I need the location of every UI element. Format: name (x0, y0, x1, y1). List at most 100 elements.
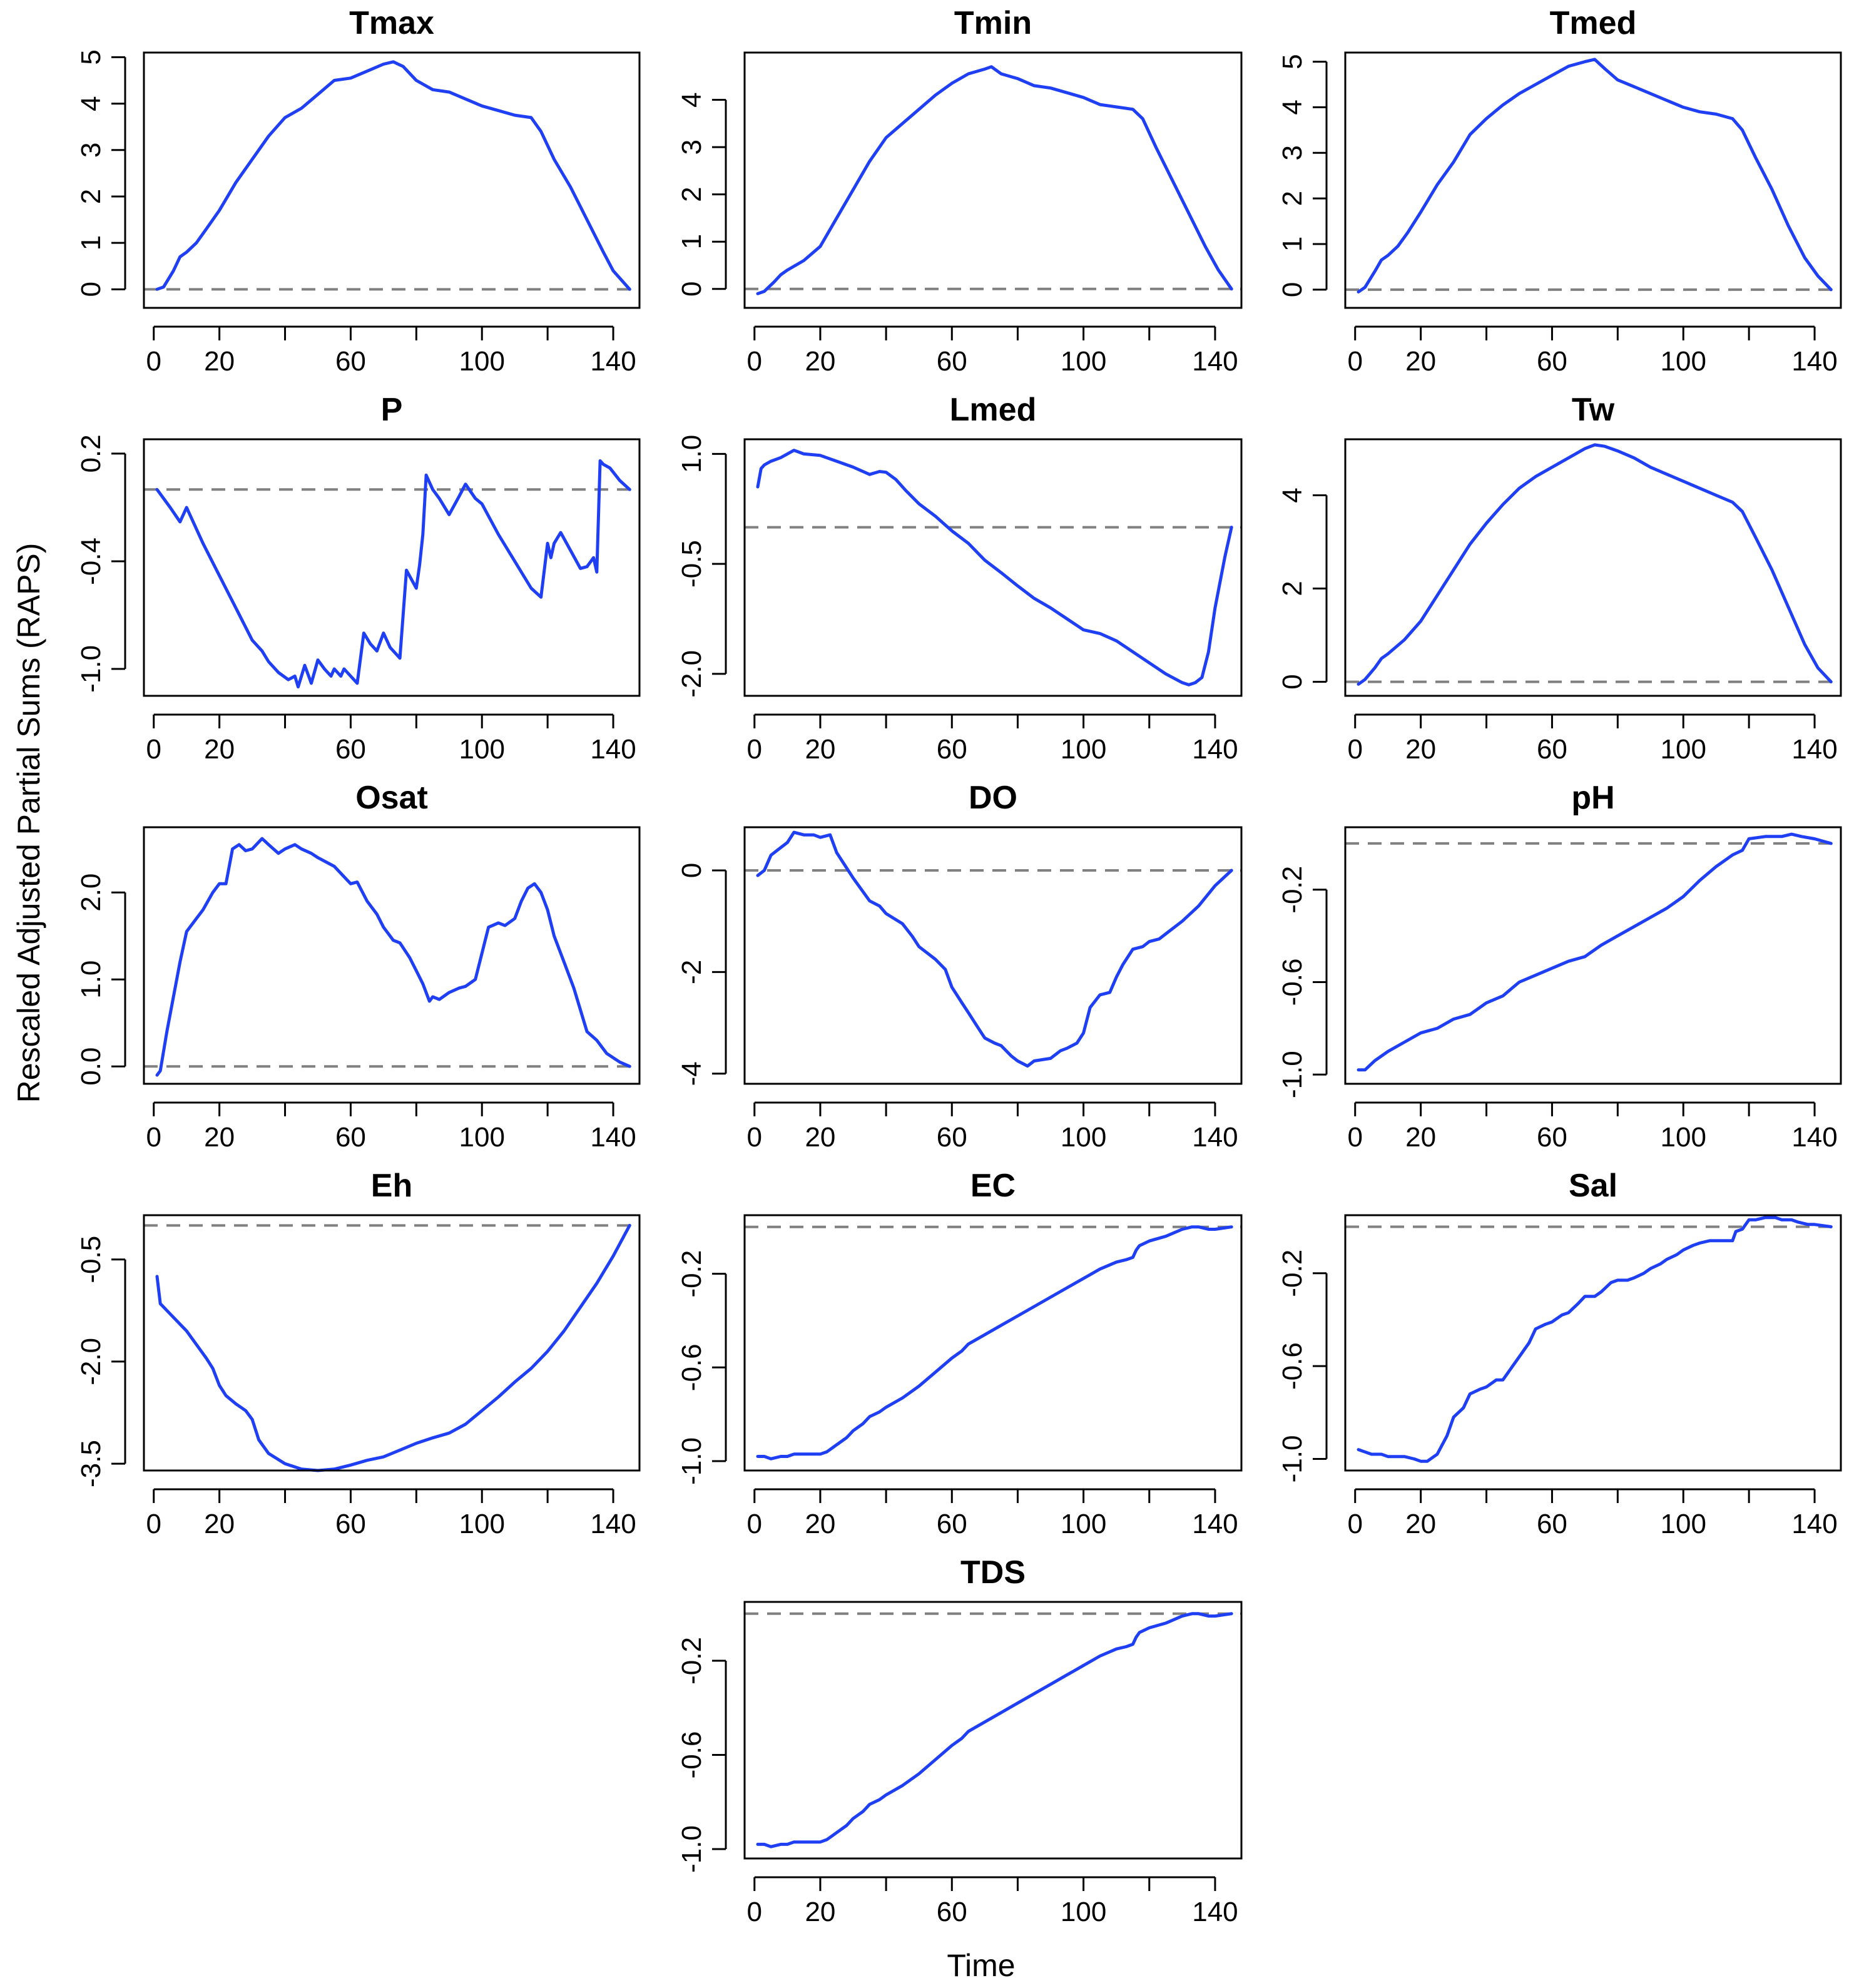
panel-ph-x-tick-label: 60 (1537, 1122, 1567, 1153)
panel-tw-frame (1344, 438, 1842, 697)
panel-ph-title: pH (1571, 780, 1614, 816)
panel-osat: Osat 0 20 60 100 140 0.0 1.0 2.0 (76, 780, 641, 1153)
panel-tw-x-tick-label: 140 (1791, 734, 1837, 765)
panel-tmed-x-tick-label: 60 (1537, 346, 1567, 377)
panel-tw-y-tick-label: 4 (1277, 487, 1308, 502)
panel-sal-x-tick-label: 140 (1791, 1509, 1837, 1539)
panel-lmed-series-line (756, 449, 1233, 686)
panel-p-x-tick-label: 60 (335, 734, 366, 765)
panel-eh-frame (143, 1214, 641, 1472)
panel-eh-x-tick-label: 140 (590, 1509, 636, 1539)
panel-tmax-y-tick-label: 5 (76, 49, 106, 64)
panel-ec-x-tick-label: 20 (805, 1509, 835, 1539)
panel-tmed-y-tick-label: 3 (1277, 145, 1308, 160)
panel-tds-x-tick-label: 0 (747, 1897, 762, 1927)
panel-do-x-tick-label: 140 (1192, 1122, 1238, 1153)
panel-tw-y-tick-label: 2 (1277, 581, 1308, 596)
panel-p-x-tick-label: 100 (459, 734, 505, 765)
panel-tmin-frame (743, 51, 1243, 309)
panel-tmin-y-tick-label: 1 (676, 234, 707, 249)
panel-tmax-frame (143, 51, 641, 309)
panel-lmed-x-tick-label: 20 (805, 734, 835, 765)
panel-sal-x-tick-label: 0 (1347, 1509, 1362, 1539)
panel-p: P 0 20 60 100 140 -1.0 -0.4 0.2 (76, 392, 641, 765)
panel-lmed-x-tick-label: 140 (1192, 734, 1238, 765)
panel-p-y-tick-label: 0.2 (76, 434, 106, 472)
panel-sal-title: Sal (1569, 1168, 1617, 1204)
panel-tw-x-tick-label: 20 (1405, 734, 1436, 765)
panel-ph-x-tick-label: 20 (1405, 1122, 1436, 1153)
panel-tmax-y-tick-label: 0 (76, 282, 106, 297)
panel-do-x-tick-label: 60 (937, 1122, 967, 1153)
panel-sal-y-tick-label: -1.0 (1277, 1435, 1308, 1483)
panel-tmed-x-tick-label: 20 (1405, 346, 1436, 377)
panel-osat-title: Osat (355, 780, 428, 816)
panel-tds: TDS 0 20 60 100 140 -1.0 -0.6 -0.2 (676, 1554, 1243, 1927)
panel-osat-y-tick-label: 1.0 (76, 961, 106, 999)
panel-tmin-x-tick-label: 0 (747, 346, 762, 377)
panel-tds-title: TDS (960, 1554, 1026, 1591)
panel-eh: Eh 0 20 60 100 140 -3.5 -2.0 -0.5 (76, 1168, 641, 1539)
panel-do: DO 0 20 60 100 140 -4 -2 0 (676, 780, 1243, 1153)
panel-lmed-x-tick-label: 100 (1061, 734, 1106, 765)
panel-ec-x-tick-label: 140 (1192, 1509, 1238, 1539)
panel-tmax: Tmax 0 20 60 100 140 0 1 2 3 4 5 (76, 5, 641, 377)
panel-lmed: Lmed 0 20 60 100 140 -2.0 -0.5 1.0 (676, 392, 1243, 765)
panel-tmin-y-tick-label: 0 (676, 282, 707, 297)
panel-eh-x-tick-label: 0 (146, 1509, 161, 1539)
panel-p-y-tick-label: -0.4 (76, 538, 106, 585)
panel-osat-series-line (155, 837, 631, 1077)
panel-lmed-y-tick-label: -0.5 (676, 540, 707, 588)
panel-tmax-y-tick-label: 3 (76, 143, 106, 158)
panel-tmed-y-tick-label: 4 (1277, 99, 1308, 115)
panel-p-frame (143, 438, 641, 697)
panel-tmed-x-tick-label: 0 (1347, 346, 1362, 377)
panel-tds-x-tick-label: 140 (1192, 1897, 1238, 1927)
panel-ph-x-tick-label: 0 (1347, 1122, 1362, 1153)
panel-ec-x-tick-label: 100 (1061, 1509, 1106, 1539)
panel-tmin: Tmin 0 20 60 100 140 0 1 2 3 4 (676, 5, 1243, 377)
panel-sal-y-tick-label: -0.2 (1277, 1250, 1308, 1297)
panel-tmax-y-tick-label: 1 (76, 235, 106, 250)
panel-ec-y-tick-label: -0.6 (676, 1343, 707, 1391)
panel-tmin-x-tick-label: 20 (805, 346, 835, 377)
panel-eh-title: Eh (371, 1168, 412, 1204)
panel-tmax-title: Tmax (349, 5, 434, 41)
panel-sal-y-tick-label: -0.6 (1277, 1342, 1308, 1390)
panel-p-x-tick-label: 0 (146, 734, 161, 765)
panel-ph-frame (1344, 826, 1842, 1085)
panel-tw: Tw 0 20 60 100 140 0 2 4 (1277, 392, 1842, 765)
panel-tds-y-tick-label: -0.6 (676, 1731, 707, 1779)
panel-osat-x-tick-label: 0 (146, 1122, 161, 1153)
panel-sal: Sal 0 20 60 100 140 -1.0 -0.6 -0.2 (1277, 1168, 1842, 1539)
panel-tmed-y-tick-label: 2 (1277, 191, 1308, 206)
panel-osat-x-tick-label: 140 (590, 1122, 636, 1153)
panel-do-title: DO (969, 780, 1017, 816)
panel-lmed-y-tick-label: -2.0 (676, 650, 707, 698)
panel-sal-x-tick-label: 60 (1537, 1509, 1567, 1539)
panel-tmin-y-tick-label: 3 (676, 140, 707, 155)
panel-tmin-x-tick-label: 100 (1061, 346, 1106, 377)
panel-tw-x-tick-label: 60 (1537, 734, 1567, 765)
panel-osat-y-tick-label: 2.0 (76, 874, 106, 912)
panel-eh-series-line (155, 1223, 631, 1472)
panel-eh-x-tick-label: 60 (335, 1509, 366, 1539)
panel-ph-y-tick-label: -0.2 (1277, 866, 1308, 914)
panel-lmed-x-tick-label: 0 (747, 734, 762, 765)
panel-tw-x-tick-label: 0 (1347, 734, 1362, 765)
panel-lmed-title: Lmed (950, 392, 1037, 428)
panel-ec-y-tick-label: -0.2 (676, 1250, 707, 1298)
panel-ec-frame (743, 1214, 1243, 1472)
panel-tds-series-line (756, 1612, 1233, 1848)
panel-tw-title: Tw (1572, 392, 1615, 428)
panel-tmin-series-line (756, 65, 1233, 295)
panel-tmed-series-line (1357, 58, 1833, 293)
panel-ph-x-tick-label: 140 (1791, 1122, 1837, 1153)
panel-tmax-y-tick-label: 2 (76, 189, 106, 204)
panel-osat-frame (143, 826, 641, 1085)
panel-tmax-series-line (155, 60, 631, 291)
panel-osat-x-tick-label: 60 (335, 1122, 366, 1153)
panel-tmed-y-tick-label: 0 (1277, 282, 1308, 297)
